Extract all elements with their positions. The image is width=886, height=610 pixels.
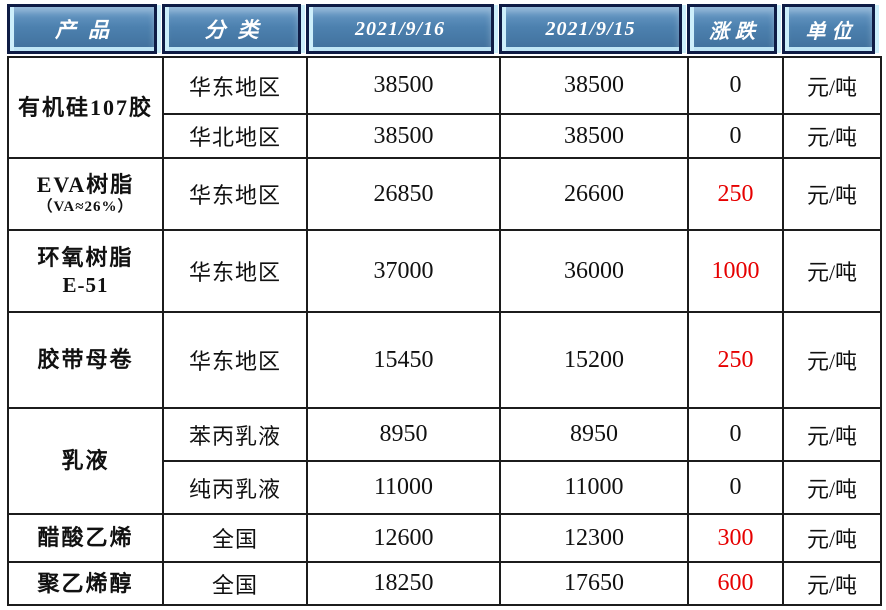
product-subtitle: E-51	[62, 272, 109, 297]
change-cell: 600	[687, 561, 784, 606]
header-cell-date-0916: 2021/9/16	[306, 4, 494, 54]
product-cell: 有机硅107胶	[7, 56, 164, 159]
product-name: EVA树脂	[36, 171, 135, 197]
price-0916-cell: 38500	[306, 56, 501, 115]
product-cell: 聚乙烯醇	[7, 561, 164, 606]
price-0915-cell: 38500	[499, 56, 689, 115]
table-row: 醋酸乙烯 全国 12600 12300 300 元/吨	[7, 513, 882, 563]
category-cell: 纯丙乳液	[162, 460, 308, 515]
price-0915-cell: 17650	[499, 561, 689, 606]
price-table: 有机硅107胶 华东地区 38500 38500 0 元/吨 华北地区 3850…	[7, 56, 882, 606]
price-0915-cell: 26600	[499, 157, 689, 231]
unit-cell: 元/吨	[782, 513, 882, 563]
change-cell: 0	[687, 407, 784, 462]
change-cell: 250	[687, 157, 784, 231]
category-cell: 全国	[162, 513, 308, 563]
table-row: 纯丙乳液 11000 11000 0 元/吨	[8, 460, 882, 515]
unit-cell: 元/吨	[782, 157, 882, 231]
category-cell: 华北地区	[162, 113, 308, 159]
price-0915-cell: 15200	[499, 311, 689, 409]
price-0916-cell: 37000	[306, 229, 501, 313]
price-0915-cell: 12300	[499, 513, 689, 563]
table-row: 聚乙烯醇 全国 18250 17650 600 元/吨	[7, 561, 882, 606]
header-cell-category: 分类	[162, 4, 301, 54]
price-0915-cell: 38500	[499, 113, 689, 159]
unit-cell: 元/吨	[782, 561, 882, 606]
price-0915-cell: 36000	[499, 229, 689, 313]
price-0916-cell: 8950	[306, 407, 501, 462]
header-cell-product: 产品	[7, 4, 157, 54]
change-cell: 300	[687, 513, 784, 563]
unit-cell: 元/吨	[782, 229, 882, 313]
price-0916-cell: 12600	[306, 513, 501, 563]
header-cell-unit: 单位	[782, 4, 875, 54]
category-cell: 华东地区	[162, 229, 308, 313]
change-cell: 0	[687, 56, 784, 115]
product-cell: EVA树脂 （VA≈26%）	[7, 157, 164, 231]
header-cell-change: 涨跌	[687, 4, 777, 54]
table-row: 华北地区 38500 38500 0 元/吨	[8, 113, 882, 159]
change-cell: 0	[687, 460, 784, 515]
category-cell: 华东地区	[162, 56, 308, 115]
unit-cell: 元/吨	[782, 460, 882, 515]
price-0916-cell: 26850	[306, 157, 501, 231]
product-subtitle: （VA≈26%）	[37, 199, 134, 216]
price-0916-cell: 38500	[306, 113, 501, 159]
price-0915-cell: 8950	[499, 407, 689, 462]
category-cell: 华东地区	[162, 157, 308, 231]
category-cell: 华东地区	[162, 311, 308, 409]
change-cell: 250	[687, 311, 784, 409]
table-wrapper: 产品 分类 2021/9/16 2021/9/15 涨跌 单位 有机硅107胶 …	[7, 4, 882, 606]
table-row: 胶带母卷 华东地区 15450 15200 250 元/吨	[7, 311, 882, 409]
table-row: 环氧树脂 E-51 华东地区 37000 36000 1000 元/吨	[7, 229, 882, 313]
product-cell: 环氧树脂 E-51	[7, 229, 164, 313]
change-cell: 1000	[687, 229, 784, 313]
table-header-row: 产品 分类 2021/9/16 2021/9/15 涨跌 单位	[7, 4, 880, 54]
product-name: 环氧树脂	[37, 245, 134, 271]
category-cell: 全国	[162, 561, 308, 606]
table-row: 乳液 苯丙乳液 8950 8950 0 元/吨	[7, 407, 882, 515]
product-cell: 乳液	[7, 407, 164, 515]
header-cell-date-0915: 2021/9/15	[499, 4, 682, 54]
unit-cell: 元/吨	[782, 113, 882, 159]
price-0916-cell: 15450	[306, 311, 501, 409]
unit-cell: 元/吨	[782, 56, 882, 115]
unit-cell: 元/吨	[782, 407, 882, 462]
price-0916-cell: 18250	[306, 561, 501, 606]
table-row: 有机硅107胶 华东地区 38500 38500 0 元/吨	[7, 56, 882, 159]
unit-cell: 元/吨	[782, 311, 882, 409]
category-cell: 苯丙乳液	[162, 407, 308, 462]
product-cell: 胶带母卷	[7, 311, 164, 409]
table-row: EVA树脂 （VA≈26%） 华东地区 26850 26600 250 元/吨	[7, 157, 882, 231]
price-0915-cell: 11000	[499, 460, 689, 515]
product-cell: 醋酸乙烯	[7, 513, 164, 563]
price-0916-cell: 11000	[306, 460, 501, 515]
change-cell: 0	[687, 113, 784, 159]
